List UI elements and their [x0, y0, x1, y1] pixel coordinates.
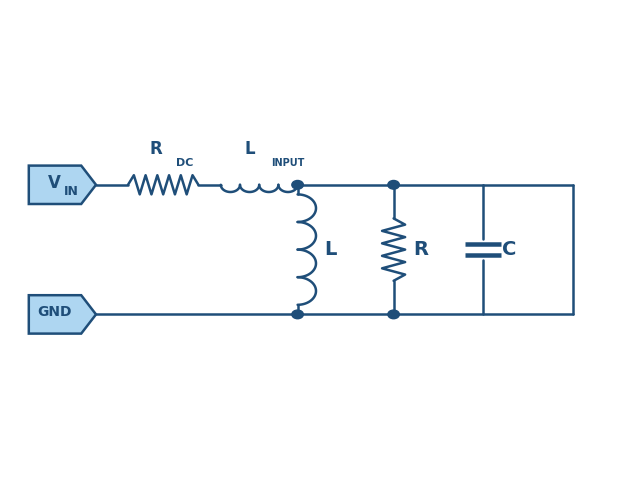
Text: GND: GND: [37, 305, 72, 320]
Polygon shape: [29, 295, 96, 334]
Text: INPUT: INPUT: [271, 158, 304, 168]
Circle shape: [388, 310, 399, 319]
Text: IN: IN: [63, 185, 79, 198]
Circle shape: [292, 180, 303, 189]
Polygon shape: [29, 166, 96, 204]
Text: R: R: [149, 140, 162, 158]
Text: V: V: [48, 174, 61, 192]
Text: L: L: [324, 240, 337, 259]
Text: C: C: [502, 240, 516, 259]
Circle shape: [388, 180, 399, 189]
Text: L: L: [244, 140, 255, 158]
Text: DC: DC: [176, 158, 193, 168]
Text: R: R: [413, 240, 428, 259]
Circle shape: [292, 310, 303, 319]
